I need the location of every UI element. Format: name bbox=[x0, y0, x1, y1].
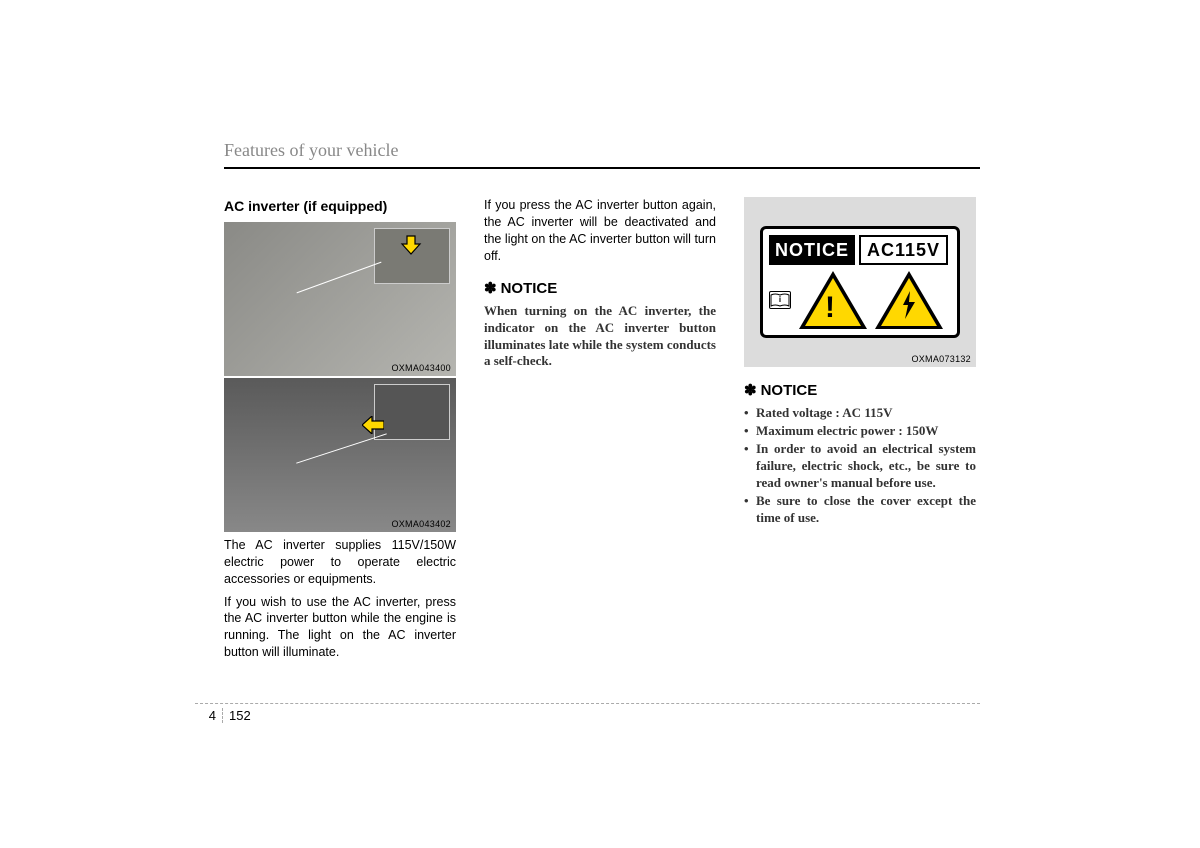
warning-label-photo: NOTICE AC115V i ! bbox=[744, 197, 976, 367]
paragraph: The AC inverter supplies 115V/150W elect… bbox=[224, 537, 456, 588]
notice-heading: ✽NOTICE bbox=[744, 381, 976, 401]
warning-label: NOTICE AC115V i ! bbox=[760, 226, 960, 338]
column-2: If you press the AC inverter button agai… bbox=[484, 197, 716, 667]
list-item: Maximum electric power : 150W bbox=[744, 423, 976, 440]
notice-title: NOTICE bbox=[501, 280, 558, 297]
paragraph: If you wish to use the AC inverter, pres… bbox=[224, 594, 456, 662]
manual-page: Features of your vehicle AC inverter (if… bbox=[0, 0, 1200, 848]
photo-caption: OXMA073132 bbox=[911, 353, 971, 365]
exclamation-icon: ! bbox=[825, 293, 835, 323]
arrow-left-icon bbox=[362, 416, 384, 434]
svg-text:i: i bbox=[779, 295, 781, 304]
body-text: The AC inverter supplies 115V/150W elect… bbox=[224, 537, 456, 661]
column-3: NOTICE AC115V i ! bbox=[744, 197, 976, 667]
arrow-down-icon bbox=[400, 234, 422, 256]
paragraph: If you press the AC inverter button agai… bbox=[484, 197, 716, 265]
content-columns: AC inverter (if equipped) OXMA043400 OXM… bbox=[224, 197, 980, 667]
page-number: 152 bbox=[223, 708, 251, 723]
manual-icon: i bbox=[769, 291, 791, 309]
page-header: Features of your vehicle bbox=[224, 140, 980, 169]
section-title: AC inverter (if equipped) bbox=[224, 197, 456, 216]
photo-caption: OXMA043402 bbox=[391, 518, 451, 530]
column-1: AC inverter (if equipped) OXMA043400 OXM… bbox=[224, 197, 456, 667]
chapter-number: 4 bbox=[195, 708, 223, 723]
leader-line bbox=[297, 262, 382, 294]
shock-triangle-icon bbox=[875, 271, 943, 329]
notice-body: When turning on the AC inverter, the ind… bbox=[484, 303, 716, 371]
list-item: Be sure to close the cover except the ti… bbox=[744, 493, 976, 527]
label-notice-text: NOTICE bbox=[769, 235, 855, 265]
warning-triangle-icon: ! bbox=[799, 271, 867, 329]
label-header: NOTICE AC115V bbox=[769, 235, 951, 265]
photo-caption: OXMA043400 bbox=[391, 362, 451, 374]
list-item: Rated voltage : AC 115V bbox=[744, 405, 976, 422]
lightning-icon bbox=[901, 291, 917, 319]
label-voltage-text: AC115V bbox=[859, 235, 948, 265]
notice-heading: ✽NOTICE bbox=[484, 279, 716, 299]
notice-title: NOTICE bbox=[761, 382, 818, 399]
notice-bullet-list: Rated voltage : AC 115V Maximum electric… bbox=[744, 405, 976, 526]
list-item: In order to avoid an electrical system f… bbox=[744, 441, 976, 492]
photo-controls: OXMA043402 bbox=[224, 378, 456, 532]
star-icon: ✽ bbox=[744, 382, 757, 399]
leader-line bbox=[296, 433, 387, 463]
star-icon: ✽ bbox=[484, 280, 497, 297]
label-icons-row: i ! bbox=[769, 271, 951, 329]
photo-center-console: OXMA043400 bbox=[224, 222, 456, 376]
page-footer: 4 152 bbox=[195, 703, 980, 723]
body-text: If you press the AC inverter button agai… bbox=[484, 197, 716, 265]
photo-inset bbox=[374, 384, 450, 440]
